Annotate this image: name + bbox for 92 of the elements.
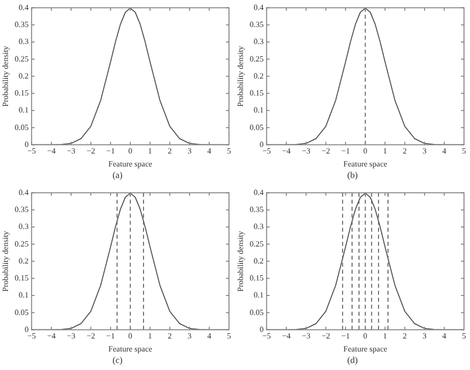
y-tick-label: 0.2 xyxy=(254,71,264,80)
x-tick-label: −4 xyxy=(47,146,56,156)
y-axis-title: Probability density xyxy=(236,46,245,107)
y-tick-label: 0 xyxy=(260,324,264,334)
x-tick-label: 1 xyxy=(383,332,388,341)
x-tick-label: 4 xyxy=(207,146,212,156)
x-tick-label: −5 xyxy=(27,146,36,156)
x-tick-label: −1 xyxy=(341,146,350,156)
y-tick-label: 0.1 xyxy=(254,106,264,115)
y-tick-label: 0.35 xyxy=(14,205,29,214)
y-tick-label: 0.4 xyxy=(18,188,29,197)
y-tick-label: 0 xyxy=(24,324,29,334)
x-tick-label: 5 xyxy=(227,332,231,341)
x-tick-label: −2 xyxy=(86,332,96,341)
x-tick-label: 3 xyxy=(188,332,192,341)
x-tick-label: 0 xyxy=(128,146,132,156)
x-tick-label: 1 xyxy=(148,332,152,341)
x-tick-label: 1 xyxy=(148,146,152,156)
x-tick-label: 1 xyxy=(383,146,388,156)
x-tick-label: 0 xyxy=(363,332,368,341)
y-tick-label: 0.35 xyxy=(250,20,264,30)
text: (d) xyxy=(346,355,359,365)
y-tick-label: 0.05 xyxy=(250,308,264,317)
x-tick-label: −2 xyxy=(322,332,330,341)
x-tick-label: 2 xyxy=(168,332,172,341)
y-tick-label: 0.2 xyxy=(18,71,29,80)
y-tick-label: 0.4 xyxy=(18,2,29,12)
y-tick-label: 0.15 xyxy=(250,274,264,283)
x-tick-label: −3 xyxy=(302,332,310,341)
x-tick-label: 0 xyxy=(363,146,368,156)
x-tick-label: −5 xyxy=(262,146,271,156)
x-tick-label: 2 xyxy=(402,332,407,341)
x-tick-label: −3 xyxy=(66,332,76,341)
y-tick-label: 0.4 xyxy=(254,2,264,12)
y-axis-title: Probability density xyxy=(0,46,10,107)
x-tick-label: −4 xyxy=(282,332,291,341)
x-tick-label: −1 xyxy=(106,146,115,156)
y-tick-label: 0.25 xyxy=(250,54,264,64)
x-tick-label: 4 xyxy=(442,146,446,156)
y-tick-label: 0 xyxy=(24,140,29,149)
x-tick-label: 3 xyxy=(188,146,192,156)
y-tick-label: 0.05 xyxy=(14,308,29,317)
y-tick-label: 0.4 xyxy=(254,188,264,197)
x-tick-label: 0 xyxy=(128,332,132,341)
x-tick-label: 3 xyxy=(422,146,427,156)
y-tick-label: 0.25 xyxy=(14,54,29,64)
x-axis-title: Feature space xyxy=(108,159,153,168)
y-tick-label: 0.25 xyxy=(250,239,264,248)
y-axis-title: Probability density xyxy=(0,230,10,292)
y-tick-label: 0.05 xyxy=(14,122,29,132)
y-tick-label: 0.15 xyxy=(250,88,264,98)
y-axis-title: Probability density xyxy=(236,230,245,292)
x-tick-label: −1 xyxy=(341,332,350,341)
y-tick-label: 0.3 xyxy=(18,37,29,46)
y-tick-label: 0.15 xyxy=(14,274,29,283)
x-axis-title: Feature space xyxy=(343,159,388,168)
text: (c) xyxy=(112,355,124,365)
x-axis-title: Feature space xyxy=(108,344,153,354)
x-tick-label: −2 xyxy=(86,146,96,156)
x-tick-label: −2 xyxy=(322,146,330,156)
x-tick-label: −4 xyxy=(47,332,56,341)
x-tick-label: 5 xyxy=(462,332,466,341)
text: (b) xyxy=(346,170,359,180)
y-tick-label: 0.35 xyxy=(14,20,29,30)
x-tick-label: −1 xyxy=(106,332,115,341)
y-tick-label: 0.35 xyxy=(250,205,264,214)
x-tick-label: −3 xyxy=(66,146,76,156)
y-tick-label: 0.2 xyxy=(18,256,29,266)
y-tick-label: 0.3 xyxy=(254,222,264,232)
y-tick-label: 0.3 xyxy=(18,222,29,232)
y-tick-label: 0.1 xyxy=(18,106,29,115)
x-tick-label: 4 xyxy=(207,332,212,341)
x-tick-label: −4 xyxy=(282,146,291,156)
text: (a) xyxy=(112,170,124,180)
y-tick-label: 0.15 xyxy=(14,88,29,98)
x-tick-label: 2 xyxy=(402,146,407,156)
y-tick-label: 0.3 xyxy=(254,37,264,46)
x-tick-label: 4 xyxy=(442,332,446,341)
y-tick-label: 0.1 xyxy=(18,290,29,300)
y-tick-label: 0 xyxy=(260,140,264,149)
x-tick-label: 3 xyxy=(422,332,427,341)
x-tick-label: −5 xyxy=(262,332,271,341)
y-tick-label: 0.1 xyxy=(254,290,264,300)
x-tick-label: 5 xyxy=(227,146,231,156)
y-tick-label: 0.2 xyxy=(254,256,264,266)
y-tick-label: 0.25 xyxy=(14,239,29,248)
y-tick-label: 0.05 xyxy=(250,122,264,132)
x-tick-label: −5 xyxy=(27,332,36,341)
x-tick-label: −3 xyxy=(302,146,310,156)
x-tick-label: 2 xyxy=(168,146,172,156)
x-axis-title: Feature space xyxy=(343,344,388,354)
x-tick-label: 5 xyxy=(462,146,466,156)
